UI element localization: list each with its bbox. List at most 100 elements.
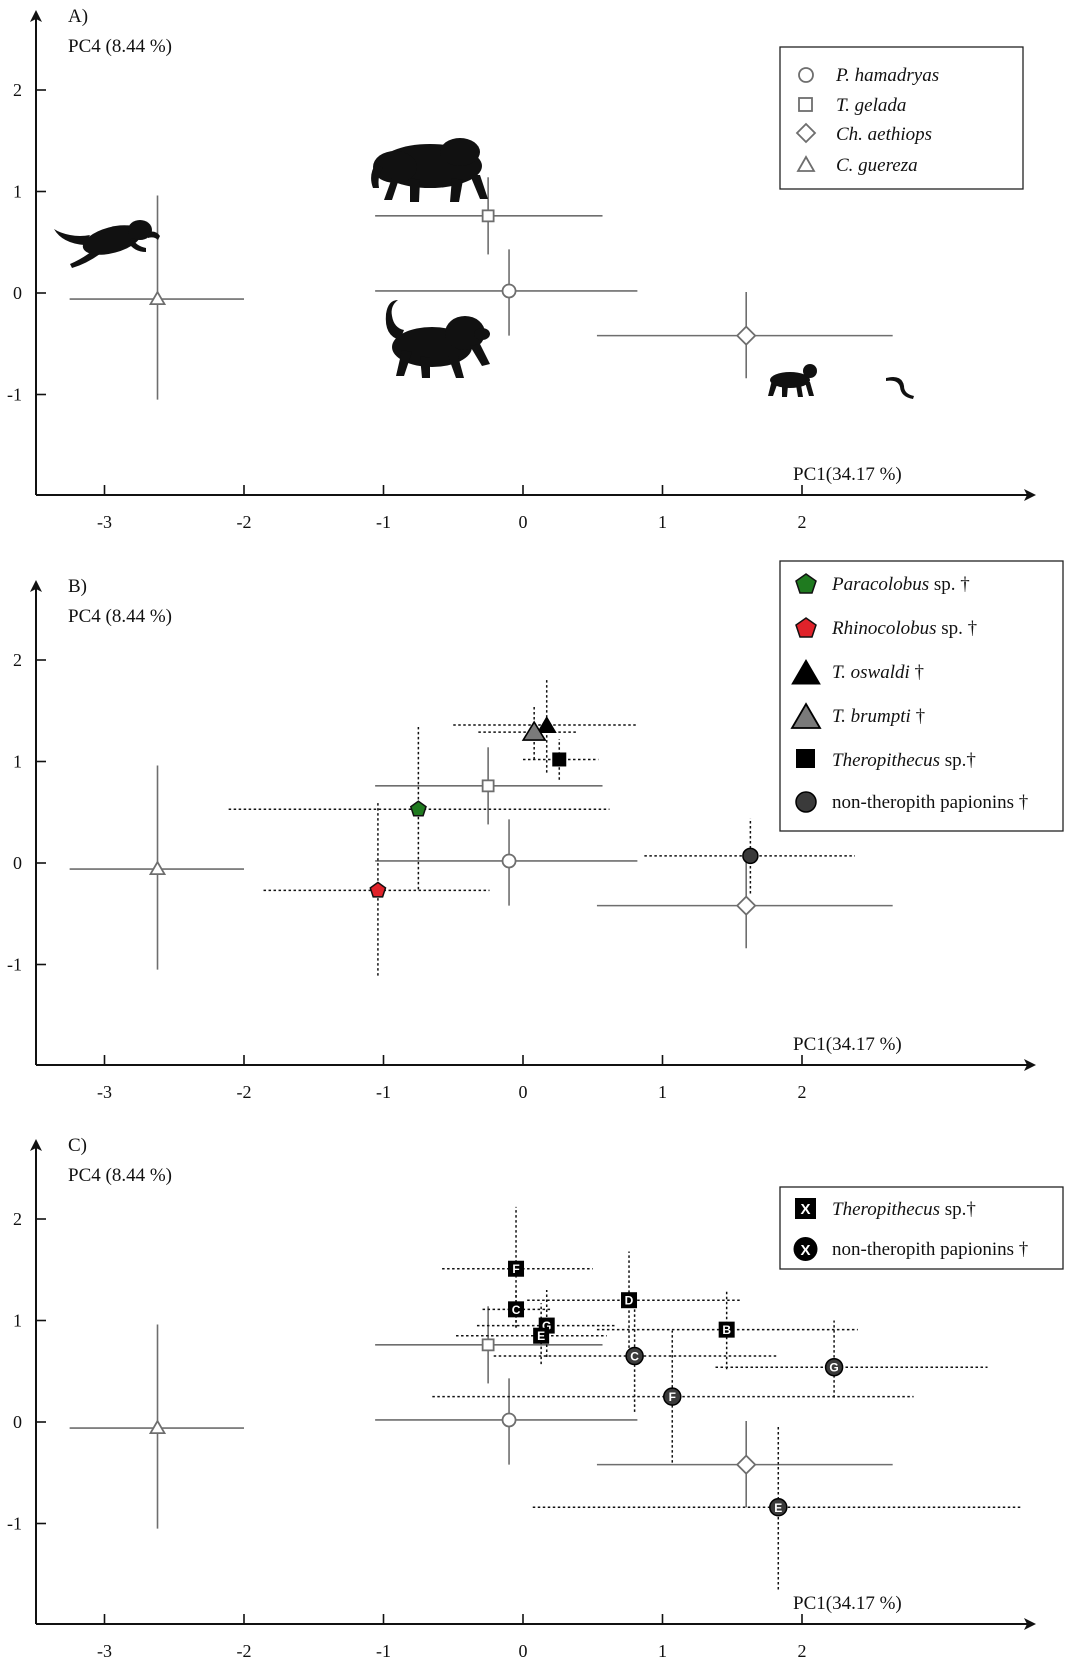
legend-entry-paracolobus: Paracolobus sp. † (831, 574, 970, 595)
point-label-c: C (630, 1350, 639, 1364)
legend-marker-ch-aethiops (795, 122, 817, 144)
x-tick-label: 1 (658, 512, 667, 532)
ticks-c: -3 -2 -1 0 1 2 -1 0 1 2 (7, 1209, 807, 1661)
marker-non-theropith-papionins-c (625, 1346, 644, 1366)
marker-c-guereza (148, 1419, 167, 1434)
marker-non-theropith-papionins-f (663, 1387, 682, 1406)
ticks-b: -3 -2 -1 0 1 2 -1 0 1 2 (7, 650, 807, 1102)
marker-t-gelada (481, 209, 495, 223)
legend-label-papionins-c: non-theropith papionins † (832, 1239, 1028, 1260)
legend-marker-theropithecus-c (795, 1198, 816, 1219)
x-tick-label: -1 (376, 1641, 391, 1661)
legend-entry-t-oswaldi: T. oswaldi † (832, 662, 924, 683)
legend-marker-theropithecus (796, 749, 815, 768)
panel-b: B) PC4 (8.44 %) PC1(34.17 %) -3 -2 -1 0 1 2 -1… (7, 560, 1064, 1102)
y-tick-label: 2 (13, 650, 22, 670)
legend-marker-papionins-c (793, 1237, 818, 1261)
point-label-e: E (537, 1329, 545, 1343)
legend-label-c-guereza: C. guereza (836, 155, 918, 176)
legend-suffix-t-oswaldi: † (910, 662, 924, 683)
colobus-silhouette (54, 220, 160, 268)
x-tick-label: 1 (658, 1082, 667, 1102)
legend-label-papionins: non-theropith papionins † (832, 792, 1028, 813)
legend-suffix-theropithecus-c: sp.† (940, 1199, 976, 1220)
legend-marker-t-oswaldi (791, 659, 821, 685)
x-axis-label-b: PC1(34.17 %) (793, 1034, 902, 1055)
panel-label-c: C) (68, 1135, 87, 1156)
x-tick-label: -3 (97, 512, 112, 532)
legend-label-t-gelada: T. gelada (836, 95, 906, 116)
error-bars-b (69, 678, 893, 976)
y-tick-label: 0 (13, 283, 22, 303)
y-axis-label-c: PC4 (8.44 %) (68, 1165, 172, 1186)
y-tick-label: 0 (13, 853, 22, 873)
x-tick-label: 2 (798, 1641, 807, 1661)
legend-marker-t-brumpti (790, 702, 822, 729)
x-tick-label: -1 (376, 512, 391, 532)
legend-suffix-t-brumpti: † (911, 706, 925, 727)
marker-ch-aethiops (735, 895, 757, 916)
x-tick-label: 0 (519, 1641, 528, 1661)
x-tick-label: -2 (237, 1082, 252, 1102)
panel-a: A) PC4 (8.44 %) PC1(34.17 %) -3 -2 -1 0 1 2 -1… (7, 6, 1036, 532)
x-tick-label: 2 (798, 1082, 807, 1102)
marker-t-brumpti (521, 720, 547, 741)
legend-entry-theropithecus-c: Theropithecus sp.† (832, 1199, 976, 1220)
marker-non-theropith-papionins-g (824, 1357, 844, 1377)
legend-entry-t-brumpti: T. brumpti † (832, 706, 925, 727)
panel-label-b: B) (68, 576, 87, 597)
markers-a (148, 209, 757, 346)
marker-p-hamadryas (501, 1412, 517, 1428)
x-tick-label: 1 (658, 1641, 667, 1661)
point-label-g: G (542, 1319, 551, 1333)
x-tick-label: -1 (376, 1082, 391, 1102)
y-tick-label: 1 (13, 182, 22, 202)
x-tick-label: 0 (519, 512, 528, 532)
legend-label-p-hamadryas: P. hamadryas (835, 65, 939, 86)
point-label-b: B (722, 1323, 731, 1337)
marker-ch-aethiops (735, 325, 757, 346)
y-tick-label: -1 (7, 385, 22, 405)
error-bars-a (69, 177, 893, 400)
point-label-f: F (512, 1262, 519, 1276)
axes-a (30, 10, 1036, 501)
marker-c-guereza (148, 290, 167, 305)
legend-label-ch-aethiops: Ch. aethiops (836, 124, 932, 145)
ticks-a: -3 -2 -1 0 1 2 -1 0 1 2 (7, 80, 807, 532)
point-label-g: G (829, 1361, 838, 1375)
point-label-c: C (512, 1303, 521, 1317)
legend-entry-rhinocolobus: Rhinocolobus sp. † (831, 618, 977, 639)
legend-marker-p-hamadryas (798, 67, 814, 83)
legend-b: Paracolobus sp. † Rhinocolobus sp. † T. … (779, 560, 1064, 832)
legend-box-b (779, 560, 1064, 832)
legend-label-rhinocolobus: Rhinocolobus (831, 618, 937, 639)
x-tick-label: -3 (97, 1641, 112, 1661)
x-tick-label: -3 (97, 1082, 112, 1102)
marker-ch-aethiops (735, 1454, 757, 1475)
legend-marker-x-glyph-1: X (800, 1201, 810, 1218)
marker-non-theropith-papionins (742, 847, 759, 865)
legend-marker-rhinocolobus (795, 617, 817, 638)
x-tick-label: -2 (237, 1641, 252, 1661)
legend-marker-x-glyph-2: X (800, 1242, 810, 1259)
y-tick-label: 2 (13, 80, 22, 100)
gelada-silhouette (371, 138, 488, 202)
marker-p-hamadryas (501, 283, 517, 299)
y-tick-label: 1 (13, 752, 22, 772)
marker-theropithecus-sp-d (621, 1292, 638, 1309)
legend-suffix-paracolobus: sp. † (929, 574, 970, 595)
panel-c: C) PC4 (8.44 %) PC1(34.17 %) -3 -2 -1 0 1 2 -1… (7, 1135, 1064, 1661)
x-axis-label-a: PC1(34.17 %) (793, 464, 902, 485)
legend-suffix-theropithecus: sp.† (940, 750, 976, 771)
legend-c: X Theropithecus sp.† X non-theropith pap… (779, 1186, 1064, 1270)
legend-label-theropithecus-c: Theropithecus (832, 1199, 940, 1220)
y-axis-label-a: PC4 (8.44 %) (68, 36, 172, 57)
legend-marker-c-guereza (796, 155, 816, 172)
legend-label-t-brumpti: T. brumpti (832, 706, 911, 727)
legend-entry-theropithecus: Theropithecus sp.† (832, 750, 976, 771)
marker-paracolobus-sp (409, 800, 427, 817)
legend-box-a (779, 46, 1024, 190)
vervet-silhouette (768, 364, 914, 399)
